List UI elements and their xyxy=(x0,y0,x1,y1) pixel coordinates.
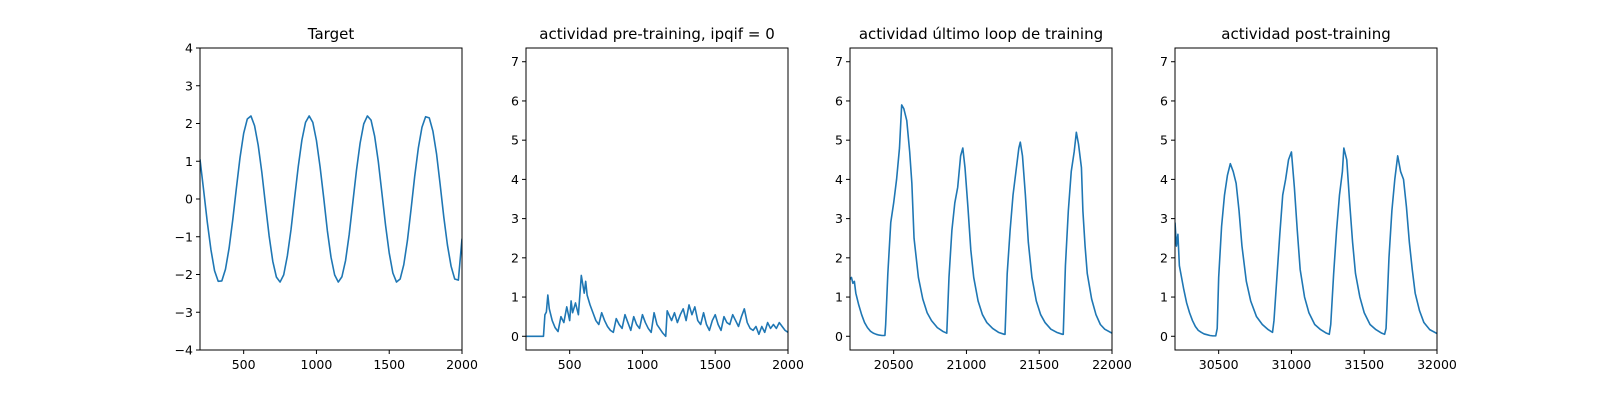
y-tick-label: 4 xyxy=(1160,172,1168,187)
x-tick-label: 20500 xyxy=(874,357,914,372)
y-tick-label: 7 xyxy=(1160,54,1168,69)
y-tick-label: 2 xyxy=(835,250,843,265)
series-line-4-1 xyxy=(1175,147,1437,337)
y-tick-label: 3 xyxy=(185,78,193,93)
chart-panel-4: 30500 31000 31500 32000 0 1 2 3 4 5 6 7 actividad po… xyxy=(1160,25,1457,372)
y-tick-label: −2 xyxy=(175,267,193,282)
y-tick-label: 2 xyxy=(1160,250,1168,265)
y-tick-label: 4 xyxy=(511,172,519,187)
x-tick-label: 2000 xyxy=(446,357,478,372)
x-tick-label: 21000 xyxy=(947,357,987,372)
y-tick-label: 6 xyxy=(835,93,843,108)
y-tick-label: 1 xyxy=(835,290,843,305)
y-tick-label: 0 xyxy=(1160,329,1168,344)
y-tick-label: 6 xyxy=(511,93,519,108)
y-tick-label: 5 xyxy=(835,133,843,148)
y-tick-label: 0 xyxy=(835,329,843,344)
chart-panel-3: 20500 21000 21500 22000 0 1 2 3 4 5 6 7 actividad úl… xyxy=(835,25,1132,372)
chart-title: actividad pre-training, ipqif = 0 xyxy=(539,25,775,43)
x-tick-label: 31500 xyxy=(1344,357,1384,372)
y-tick-label: 3 xyxy=(1160,211,1168,226)
x-tick-label: 30500 xyxy=(1199,357,1239,372)
chart-title: actividad último loop de training xyxy=(859,25,1103,43)
x-tick-label: 31000 xyxy=(1272,357,1312,372)
axes-frame xyxy=(849,47,1113,351)
x-tick-label: 1000 xyxy=(627,357,659,372)
x-tick-label: 21500 xyxy=(1019,357,1059,372)
y-tick-label: 1 xyxy=(185,154,193,169)
y-tick-label: 1 xyxy=(1160,290,1168,305)
chart-title: Target xyxy=(307,25,355,43)
x-tick-label: 1000 xyxy=(301,357,333,372)
series-line-3-1 xyxy=(850,104,1112,337)
y-tick-label: 0 xyxy=(511,329,519,344)
y-tick-label: 3 xyxy=(511,211,519,226)
chart-panel-2: 500 1000 1500 2000 0 1 2 3 4 5 6 7 actividad pre-tra… xyxy=(511,25,804,372)
series-line-2-1 xyxy=(526,274,788,338)
series-line-1-1 xyxy=(200,115,462,283)
axes-frame xyxy=(525,47,789,351)
x-tick-label: 500 xyxy=(558,357,582,372)
y-tick-label: 1 xyxy=(511,290,519,305)
y-tick-label: 5 xyxy=(511,133,519,148)
y-tick-label: −1 xyxy=(175,229,193,244)
y-tick-label: −3 xyxy=(175,305,193,320)
chart-title: actividad post-training xyxy=(1221,25,1390,43)
x-tick-label: 22000 xyxy=(1092,357,1132,372)
x-tick-label: 1500 xyxy=(373,357,405,372)
y-tick-label: 3 xyxy=(835,211,843,226)
y-tick-label: 7 xyxy=(835,54,843,69)
y-tick-label: 2 xyxy=(511,250,519,265)
x-tick-label: 500 xyxy=(232,357,256,372)
chart-panel-1: 500 1000 1500 2000 −4 −3 −2 −1 0 1 2 3 4 Target xyxy=(175,25,478,372)
x-tick-label: 32000 xyxy=(1417,357,1457,372)
y-tick-label: 4 xyxy=(835,172,843,187)
x-tick-label: 2000 xyxy=(772,357,804,372)
x-tick-label: 1500 xyxy=(699,357,731,372)
y-tick-label: 4 xyxy=(185,41,193,56)
y-tick-label: −4 xyxy=(175,343,193,358)
y-tick-label: 6 xyxy=(1160,93,1168,108)
y-tick-label: 7 xyxy=(511,54,519,69)
axes-frame xyxy=(1174,47,1438,351)
y-tick-label: 5 xyxy=(1160,133,1168,148)
y-tick-label: 0 xyxy=(185,192,193,207)
y-tick-label: 2 xyxy=(185,116,193,131)
